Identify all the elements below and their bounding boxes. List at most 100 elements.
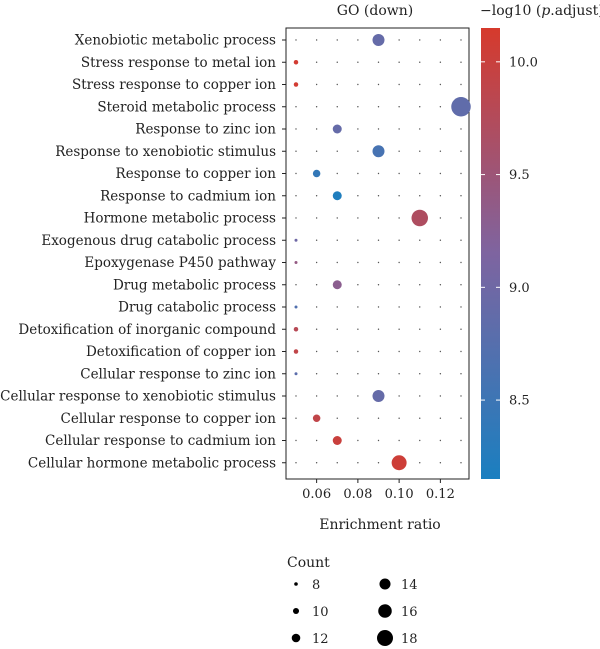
grid-dot [377,217,380,219]
data-point [411,209,428,227]
grid-dot [419,373,421,375]
data-point [312,169,321,178]
grid-dot [295,439,297,442]
grid-dot [377,350,380,353]
y-tick-label: Detoxification of copper ion [86,344,276,360]
grid-dot [315,306,318,308]
grid-dot [439,395,442,397]
grid-dot [460,439,462,442]
grid-dot [377,128,380,130]
grid-dot [315,106,318,108]
grid-dot [357,39,359,41]
grid-dot [357,417,359,419]
grid-dot [439,239,442,241]
grid-dot [315,61,318,63]
y-tick-label: Detoxification of inorganic compound [18,322,276,338]
grid-dot [295,172,297,175]
grid-dot [377,306,380,308]
data-point [372,390,385,402]
grid-dot [439,61,442,63]
grid-dot [377,83,380,86]
grid-dot [439,150,442,152]
grid-dot [315,195,318,197]
grid-dot [460,172,462,175]
y-tick-label: Epoxygenase P450 pathway [84,255,276,271]
grid-dot [336,350,338,353]
grid-dot [398,83,400,86]
grid-dot [439,417,442,419]
y-tick-label: Cellular response to copper ion [61,411,277,427]
grid-dot [398,61,400,63]
grid-dot [460,417,462,419]
x-axis: 0.06 0.08 0.10 0.12 [302,479,455,502]
y-tick-label: Steroid metabolic process [97,99,276,115]
grid-dot [357,373,359,375]
grid-dot [295,128,297,130]
grid-dot [295,284,297,286]
grid-dot [336,328,338,330]
data-point [294,305,298,309]
grid-dot [398,239,400,241]
data-point [332,436,342,445]
grid-dot [439,261,442,264]
grid-dot [398,106,400,108]
grid-dot [398,172,400,175]
grid-dot [377,284,380,286]
y-tick-label: Stress response to copper ion [72,77,276,93]
grid-dot [315,395,318,397]
size-legend-title: Count [287,555,330,571]
colorbar-tick-label: 9.0 [509,281,530,296]
grid-dot [377,439,380,442]
grid-dot [460,328,462,330]
grid-dot [336,261,338,264]
grid-dot [439,328,442,330]
y-axis-labels: Xenobiotic metabolic process Stress respo… [0,33,286,471]
size-legend-label: 14 [401,578,418,593]
y-tick-label: Cellular hormone metabolic process [28,455,276,471]
grid-dot [460,61,462,63]
grid-dot [357,462,359,464]
data-point [294,372,298,376]
grid-dot [419,39,421,41]
grid-dot [419,417,421,419]
grid-dot [398,39,400,41]
grid-dot [295,150,297,152]
grid-dot [439,462,442,464]
grid-dot [377,373,380,375]
data-point [332,191,342,201]
colorbar: −log10 (p.adjust) 8.5 9.0 9.5 10.0 [480,3,600,479]
grid-dot [295,106,297,108]
grid-dot [336,306,338,308]
grid-dot [439,39,442,41]
grid-dot [460,261,462,264]
size-legend: Count 8 10 12 14 16 18 [287,555,418,647]
data-point [293,82,299,87]
grid-dot [398,306,400,308]
data-point [391,455,407,471]
colorbar-title: −log10 (p.adjust) [480,3,600,19]
grid-dot [439,106,442,108]
grid-dot [315,83,318,86]
data-point [293,327,299,332]
size-legend-label: 18 [401,632,418,647]
grid-dot [460,150,462,152]
grid-dot [295,217,297,219]
grid-dot [336,417,338,419]
grid-dot [460,39,462,41]
chart-title: GO (down) [337,3,413,19]
grid-dot [419,306,421,308]
grid-dot [419,150,421,152]
grid-dot [315,39,318,41]
grid-dot [357,284,359,286]
grid-dot [336,395,338,397]
grid-dot [357,306,359,308]
y-tick-label: Drug catabolic process [118,300,276,316]
plot-grid [295,39,462,464]
data-point [294,238,298,242]
grid-dot [439,350,442,353]
grid-dot [398,373,400,375]
grid-dot [419,261,421,264]
grid-dot [357,150,359,152]
grid-dot [419,106,421,108]
y-tick-label: Exogenous drug catabolic process [41,233,276,249]
